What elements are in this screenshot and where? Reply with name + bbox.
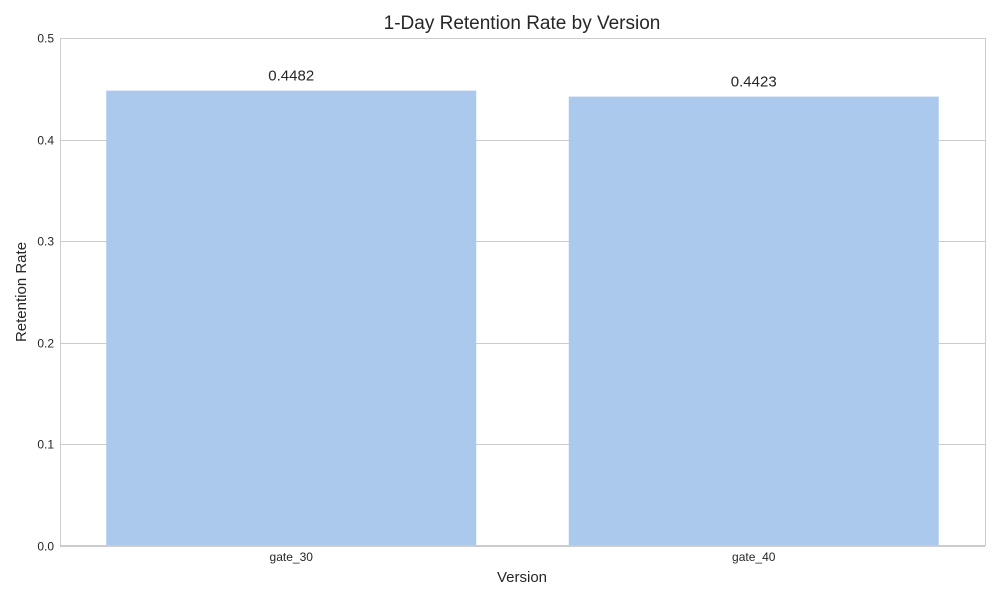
y-tick-label: 0.3 (37, 235, 54, 249)
x-axis-ticks: gate_30 gate_40 (270, 550, 776, 564)
x-tick-label-gate_30: gate_30 (270, 550, 314, 564)
x-axis-label: Version (497, 569, 547, 586)
y-tick-label: 0.2 (37, 337, 54, 351)
y-tick-label: 0.4 (37, 134, 54, 148)
y-tick-label: 0.5 (37, 32, 54, 46)
bar-gate_40 (568, 96, 939, 546)
plot-frame (60, 38, 986, 546)
data-label-gate_30: 0.4482 (268, 68, 314, 85)
y-axis-ticks: 0.0 0.1 0.2 0.3 0.4 0.5 (37, 32, 54, 554)
y-axis-label: Retention Rate (13, 242, 30, 342)
data-labels: 0.4482 0.4423 (268, 68, 776, 91)
bar-layer (106, 90, 939, 547)
bar-gate_30 (106, 90, 477, 547)
x-tick-label-gate_40: gate_40 (732, 550, 776, 564)
data-label-gate_40: 0.4423 (731, 74, 777, 91)
chart-title: 1-Day Retention Rate by Version (384, 13, 661, 34)
y-tick-label: 0.1 (37, 438, 54, 452)
y-tick-label: 0.0 (37, 540, 54, 554)
